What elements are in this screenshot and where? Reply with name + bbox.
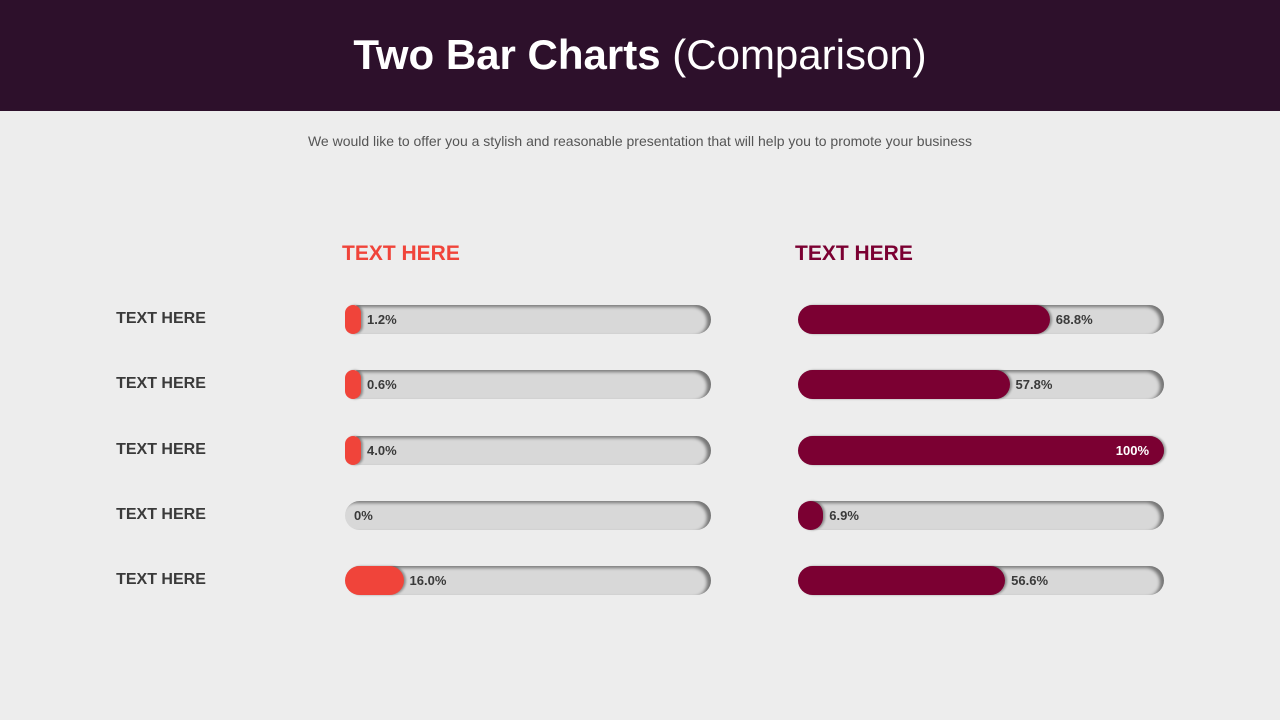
bar-track: 1.2% xyxy=(345,305,711,334)
data-label: 57.8% xyxy=(1015,377,1053,392)
bar xyxy=(345,436,361,465)
bar xyxy=(798,436,1164,465)
page-title: Two Bar Charts (Comparison) xyxy=(353,30,927,78)
series-title: TEXT HERE xyxy=(342,242,460,265)
bar-track: 16.0% xyxy=(345,566,711,595)
bar xyxy=(345,305,361,334)
data-label: 0% xyxy=(354,508,373,523)
data-label: 1.2% xyxy=(367,312,397,327)
data-label: 16.0% xyxy=(409,573,447,588)
title-normal: (Comparison) xyxy=(672,30,927,78)
bar-track: 0% xyxy=(345,501,711,530)
bar xyxy=(345,370,361,399)
title-bold: Two Bar Charts xyxy=(353,30,661,78)
subtitle: We would like to offer you a stylish and… xyxy=(307,133,973,149)
bar xyxy=(798,501,824,530)
bar xyxy=(798,566,1006,595)
bar xyxy=(798,370,1010,399)
bar-track: 68.8% xyxy=(798,305,1164,334)
bar-track: 57.8% xyxy=(798,370,1164,399)
bar-track: 4.0% xyxy=(345,436,711,465)
category-label: TEXT HERE xyxy=(116,310,206,327)
category-label: TEXT HERE xyxy=(116,441,206,458)
bar xyxy=(345,566,404,595)
category-label: TEXT HERE xyxy=(116,571,206,588)
category-label: TEXT HERE xyxy=(116,375,206,392)
header-bar: Two Bar Charts (Comparison) xyxy=(0,0,1280,111)
bar-track: 56.6% xyxy=(798,566,1164,595)
bar-track: 100% xyxy=(798,436,1164,465)
bar-track: 0.6% xyxy=(345,370,711,399)
series-title: TEXT HERE xyxy=(795,242,913,265)
bar xyxy=(798,305,1050,334)
data-label: 56.6% xyxy=(1011,573,1049,588)
data-label: 0.6% xyxy=(367,377,397,392)
data-label: 4.0% xyxy=(367,443,397,458)
data-label: 6.9% xyxy=(829,508,859,523)
data-label: 68.8% xyxy=(1055,312,1093,327)
category-label: TEXT HERE xyxy=(116,506,206,523)
bar-track: 6.9% xyxy=(798,501,1164,530)
data-label: 100% xyxy=(1115,443,1149,458)
